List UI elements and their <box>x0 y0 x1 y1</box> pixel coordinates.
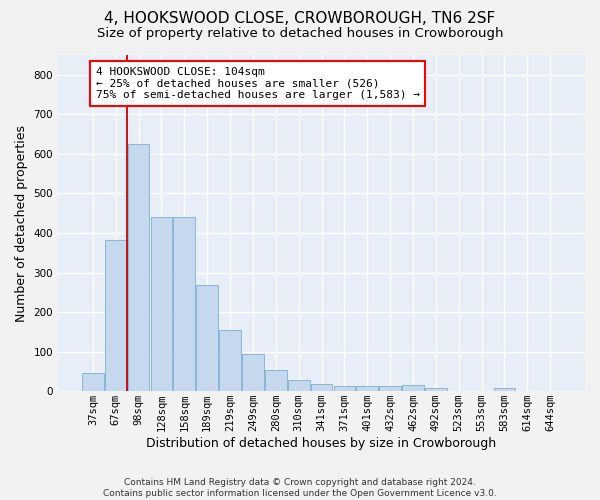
Bar <box>196 285 218 391</box>
Bar <box>128 144 149 391</box>
Bar <box>265 370 287 391</box>
Bar <box>356 386 378 391</box>
Bar <box>173 217 195 391</box>
Text: 4, HOOKSWOOD CLOSE, CROWBOROUGH, TN6 2SF: 4, HOOKSWOOD CLOSE, CROWBOROUGH, TN6 2SF <box>104 11 496 26</box>
X-axis label: Distribution of detached houses by size in Crowborough: Distribution of detached houses by size … <box>146 437 497 450</box>
Bar <box>425 388 447 391</box>
Bar <box>379 386 401 391</box>
Bar <box>311 384 332 391</box>
Y-axis label: Number of detached properties: Number of detached properties <box>15 124 28 322</box>
Bar <box>334 386 355 391</box>
Bar <box>494 388 515 391</box>
Text: Contains HM Land Registry data © Crown copyright and database right 2024.
Contai: Contains HM Land Registry data © Crown c… <box>103 478 497 498</box>
Bar <box>288 380 310 391</box>
Bar <box>82 373 104 391</box>
Bar <box>105 240 127 391</box>
Bar <box>219 330 241 391</box>
Text: Size of property relative to detached houses in Crowborough: Size of property relative to detached ho… <box>97 28 503 40</box>
Bar <box>151 217 172 391</box>
Bar <box>402 385 424 391</box>
Text: 4 HOOKSWOOD CLOSE: 104sqm
← 25% of detached houses are smaller (526)
75% of semi: 4 HOOKSWOOD CLOSE: 104sqm ← 25% of detac… <box>95 67 419 100</box>
Bar <box>242 354 264 391</box>
